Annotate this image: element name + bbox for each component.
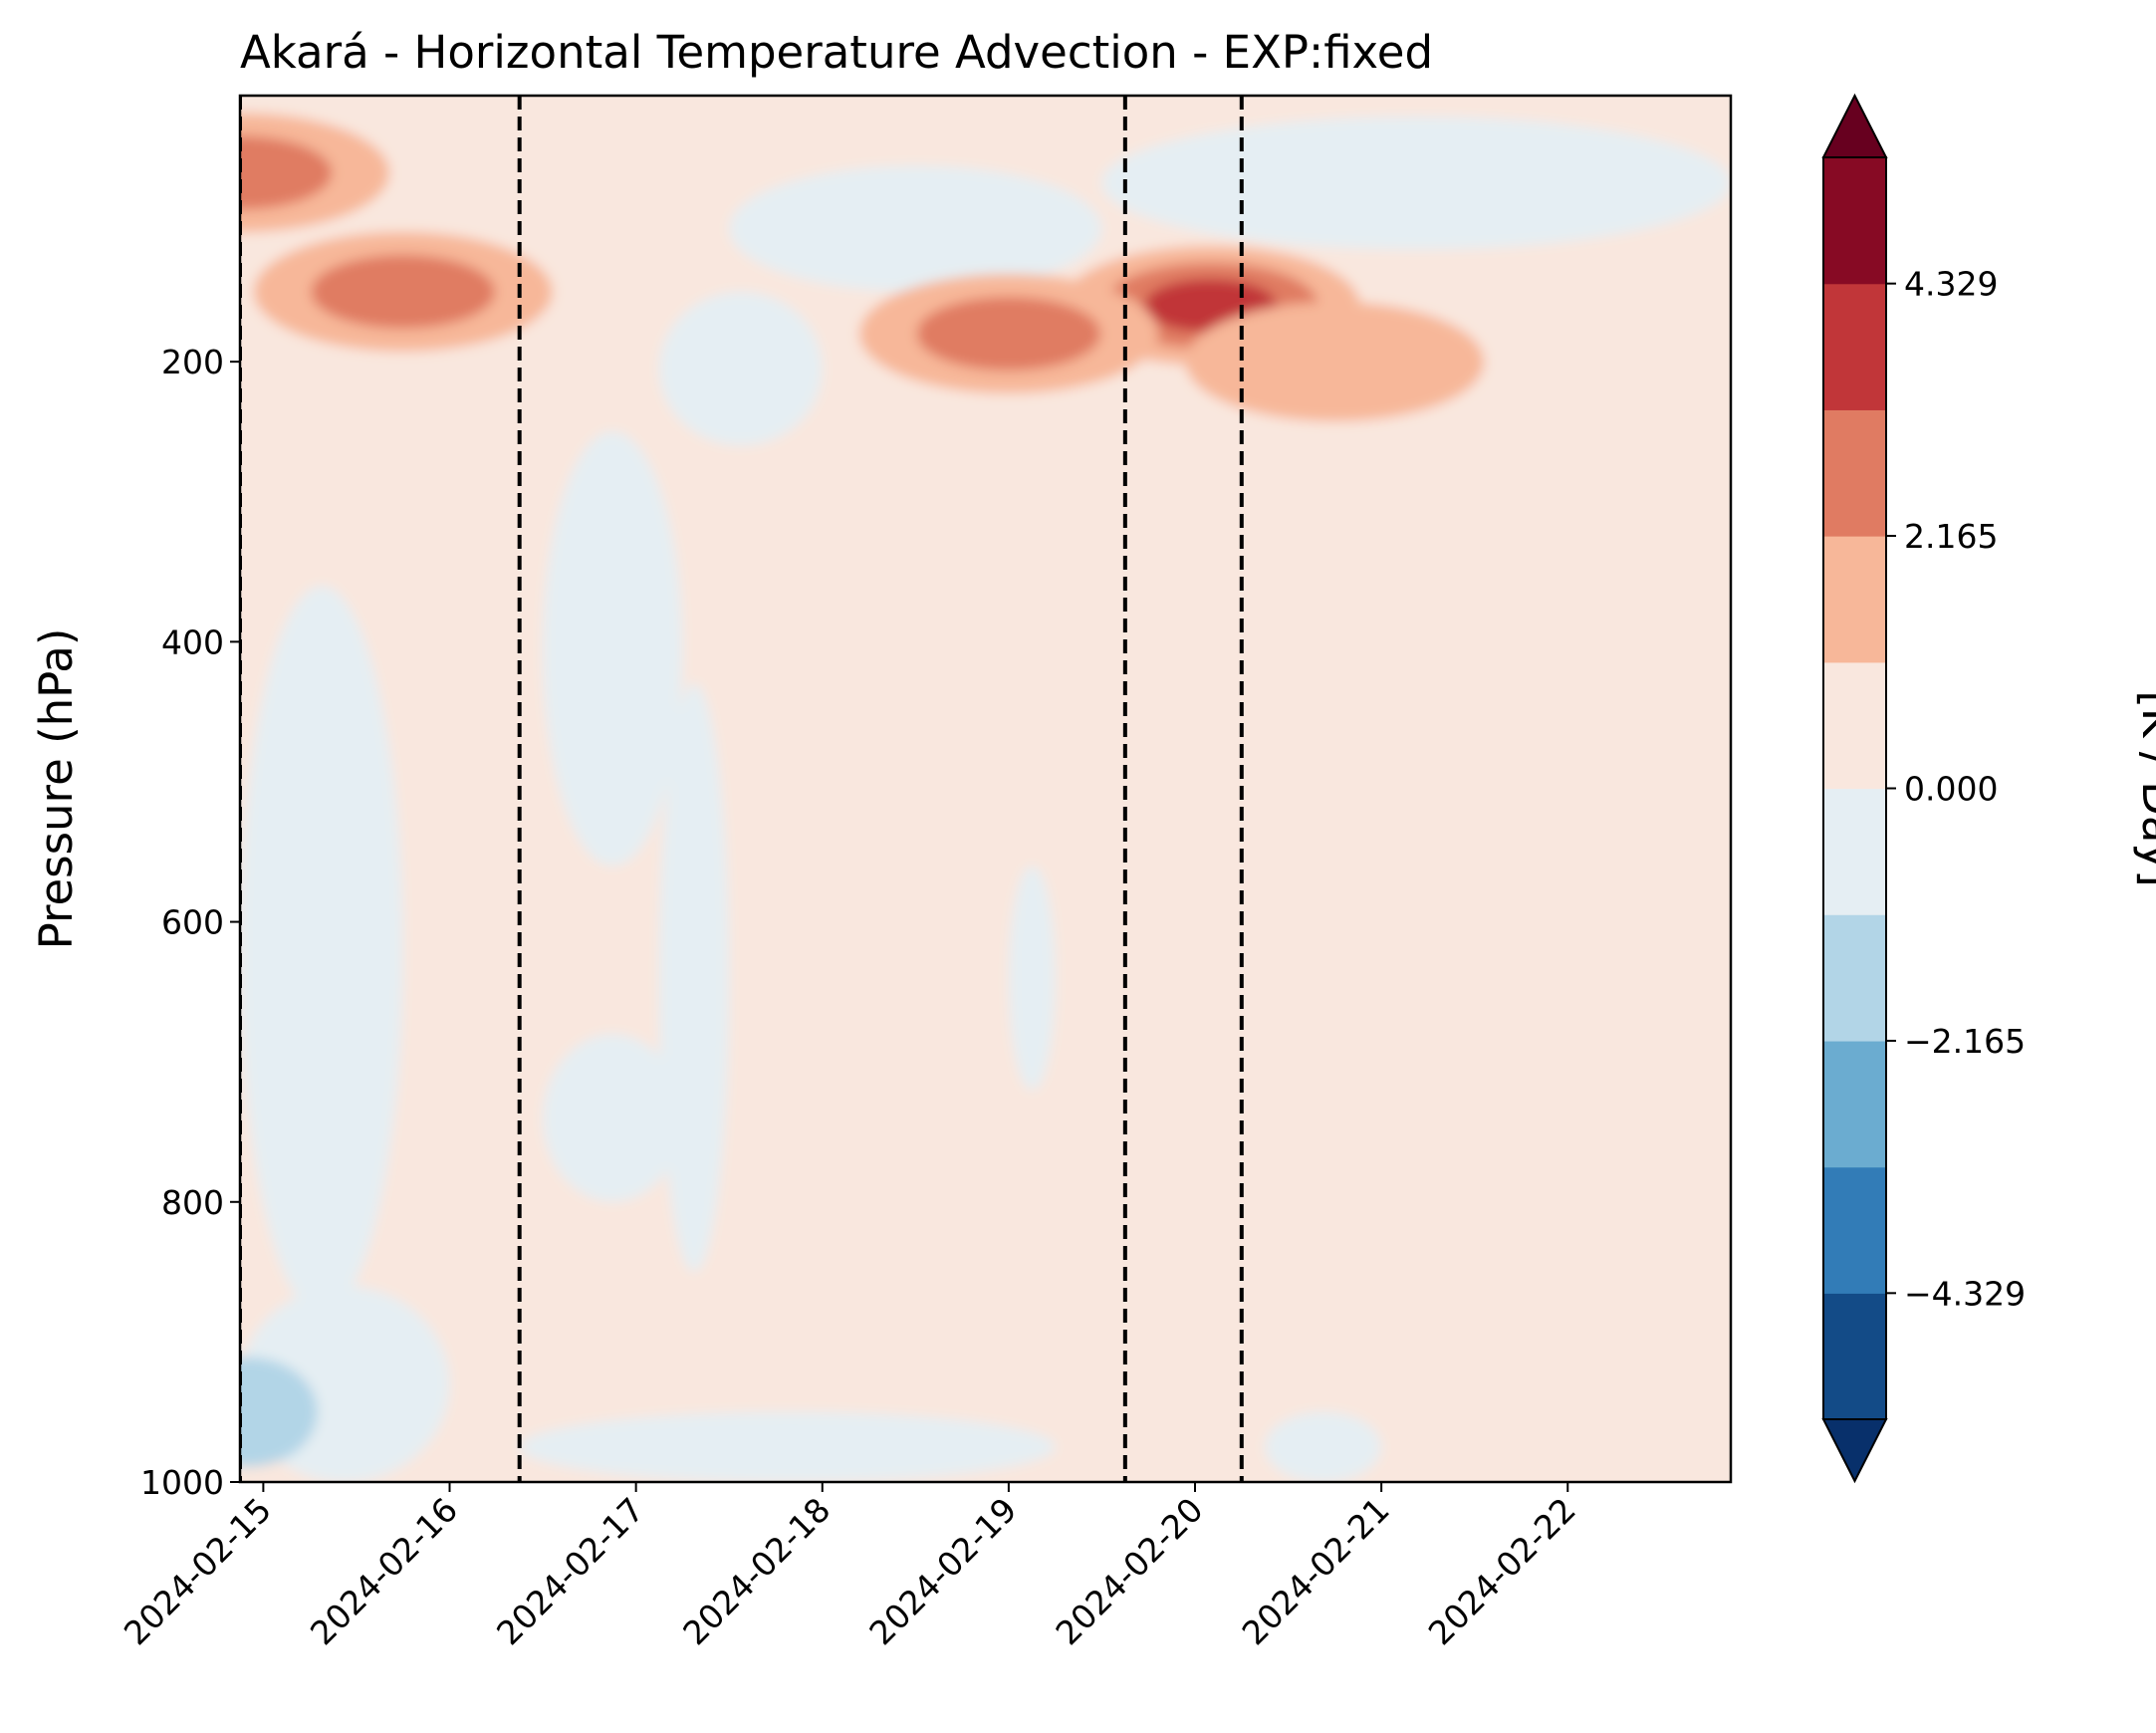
x-tick-label: 2024-02-21: [1235, 1490, 1397, 1652]
x-tick-label: 2024-02-17: [489, 1490, 651, 1652]
y-tick-label: 600: [161, 903, 224, 942]
contour-region: [729, 165, 1102, 292]
x-tick-label: 2024-02-22: [1421, 1490, 1583, 1652]
contour-region: [1265, 1411, 1382, 1482]
colorbar-extend-bottom: [1821, 1418, 1888, 1484]
contour-region: [240, 135, 333, 210]
colorbar-segment: [1823, 409, 1886, 537]
colorbar-label: [K / Day]: [2132, 690, 2156, 886]
y-tick-label: 800: [161, 1183, 224, 1222]
colorbar-tick-label: 2.165: [1904, 517, 1998, 556]
x-tick-label: 2024-02-20: [1048, 1490, 1210, 1652]
x-tick-label: 2024-02-18: [675, 1490, 838, 1652]
colorbar-segment: [1823, 536, 1886, 663]
contour-region: [916, 297, 1101, 371]
x-tick-label: 2024-02-16: [303, 1490, 465, 1652]
contour-region: [659, 291, 823, 446]
y-tick-label: 1000: [140, 1463, 224, 1502]
x-tick-label: 2024-02-19: [861, 1490, 1024, 1652]
chart-title: Akará - Horizontal Temperature Advection…: [240, 26, 1433, 79]
colorbar-segment: [1823, 283, 1886, 410]
y-axis: 200 400 600 800 1000: [140, 343, 240, 1502]
contour-region: [519, 1411, 1056, 1482]
contour-region: [311, 254, 496, 329]
colorbar-segment: [1823, 1293, 1886, 1420]
colorbar-segment: [1823, 661, 1886, 790]
colorbar-tick-label: −2.165: [1904, 1022, 2026, 1061]
colorbar-tick-label: 4.329: [1904, 265, 1998, 304]
event-lines: [240, 96, 1244, 1482]
contour-field: [240, 96, 1731, 1482]
contour-region: [1185, 302, 1485, 422]
contour-region: [240, 1357, 318, 1467]
colorbar-segment: [1823, 1166, 1886, 1294]
contour-region: [543, 1034, 683, 1202]
x-axis: 2024-02-15 2024-02-16 2024-02-17 2024-02-18…: [117, 1482, 1583, 1652]
y-tick-label: 200: [161, 343, 224, 381]
colorbar-segment: [1823, 788, 1886, 915]
contour-region: [659, 683, 730, 1273]
x-tick-label: 2024-02-15: [117, 1490, 279, 1652]
colorbar-extend-top: [1821, 93, 1888, 158]
y-axis-label: Pressure (hPa): [30, 628, 83, 950]
colorbar-tick-label: 0.000: [1904, 770, 1998, 809]
colorbar: 4.329 2.165 0.000 −2.165 −4.329: [1821, 93, 2026, 1484]
contour-region: [240, 586, 403, 1315]
colorbar-tick-label: −4.329: [1904, 1274, 2026, 1313]
colorbar-segment: [1823, 157, 1886, 285]
plot-area: [240, 96, 1731, 1482]
contour-region: [1101, 117, 1731, 250]
y-tick-label: 400: [161, 622, 224, 661]
plot-frame: [238, 94, 1733, 1484]
colorbar-segment: [1823, 1040, 1886, 1168]
colorbar-segment: [1823, 914, 1886, 1042]
contour-region: [543, 431, 683, 866]
contour-region: [1008, 866, 1056, 1091]
